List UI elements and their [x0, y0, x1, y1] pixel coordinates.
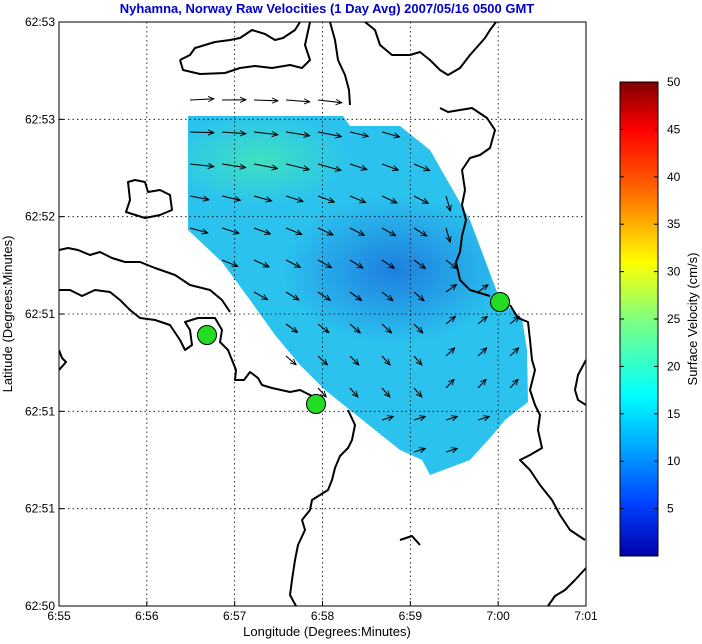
y-tick-label: 62:53 — [25, 15, 55, 29]
colorbar-tick-label: 25 — [667, 312, 681, 326]
map-title: Nyhamna, Norway Raw Velocities (1 Day Av… — [120, 1, 535, 16]
x-tick-label: 6:57 — [223, 609, 247, 623]
colorbar-tick-label: 50 — [667, 75, 681, 89]
colorbar-tick-label: 30 — [667, 265, 681, 279]
y-tick-label: 62:51 — [25, 404, 55, 418]
y-axis: 62:50 62:51 62:51 62:51 62:52 62:53 62:53 — [25, 15, 64, 613]
x-tick-label: 6:58 — [311, 609, 335, 623]
fast-current-zone — [170, 115, 350, 205]
x-tick-label: 6:59 — [399, 609, 423, 623]
station-marker — [307, 395, 326, 414]
station-marker — [198, 326, 217, 345]
y-tick-label: 62:52 — [25, 210, 55, 224]
colorbar-tick-label: 10 — [667, 454, 681, 468]
x-axis-label: Longitude (Degrees:Minutes) — [243, 624, 411, 639]
x-tick-label: 7:00 — [486, 609, 510, 623]
colorbar: 5 10 15 20 25 30 35 40 45 50 Surface Velocity (cm… — [620, 75, 700, 556]
colorbar-tick-label: 45 — [667, 122, 681, 136]
colorbar-tick-label: 35 — [667, 217, 681, 231]
colorbar-gradient — [620, 82, 658, 556]
y-tick-label: 62:50 — [25, 599, 55, 613]
colorbar-tick-label: 5 — [667, 502, 674, 516]
y-tick-label: 62:53 — [25, 112, 55, 126]
station-marker — [491, 293, 510, 312]
colorbar-tick-label: 20 — [667, 359, 681, 373]
y-tick-label: 62:51 — [25, 307, 55, 321]
y-axis-label: Latitude (Degrees:Minutes) — [0, 236, 15, 393]
y-tick-label: 62:51 — [25, 502, 55, 516]
colorbar-label: Surface Velocity (cm/s) — [685, 253, 700, 386]
colorbar-tick-label: 15 — [667, 407, 681, 421]
x-tick-label: 7:01 — [574, 609, 598, 623]
current-vector-arrow — [190, 132, 214, 133]
plot-area — [59, 22, 586, 606]
x-tick-label: 6:56 — [135, 609, 159, 623]
colorbar-tick-label: 40 — [667, 170, 681, 184]
